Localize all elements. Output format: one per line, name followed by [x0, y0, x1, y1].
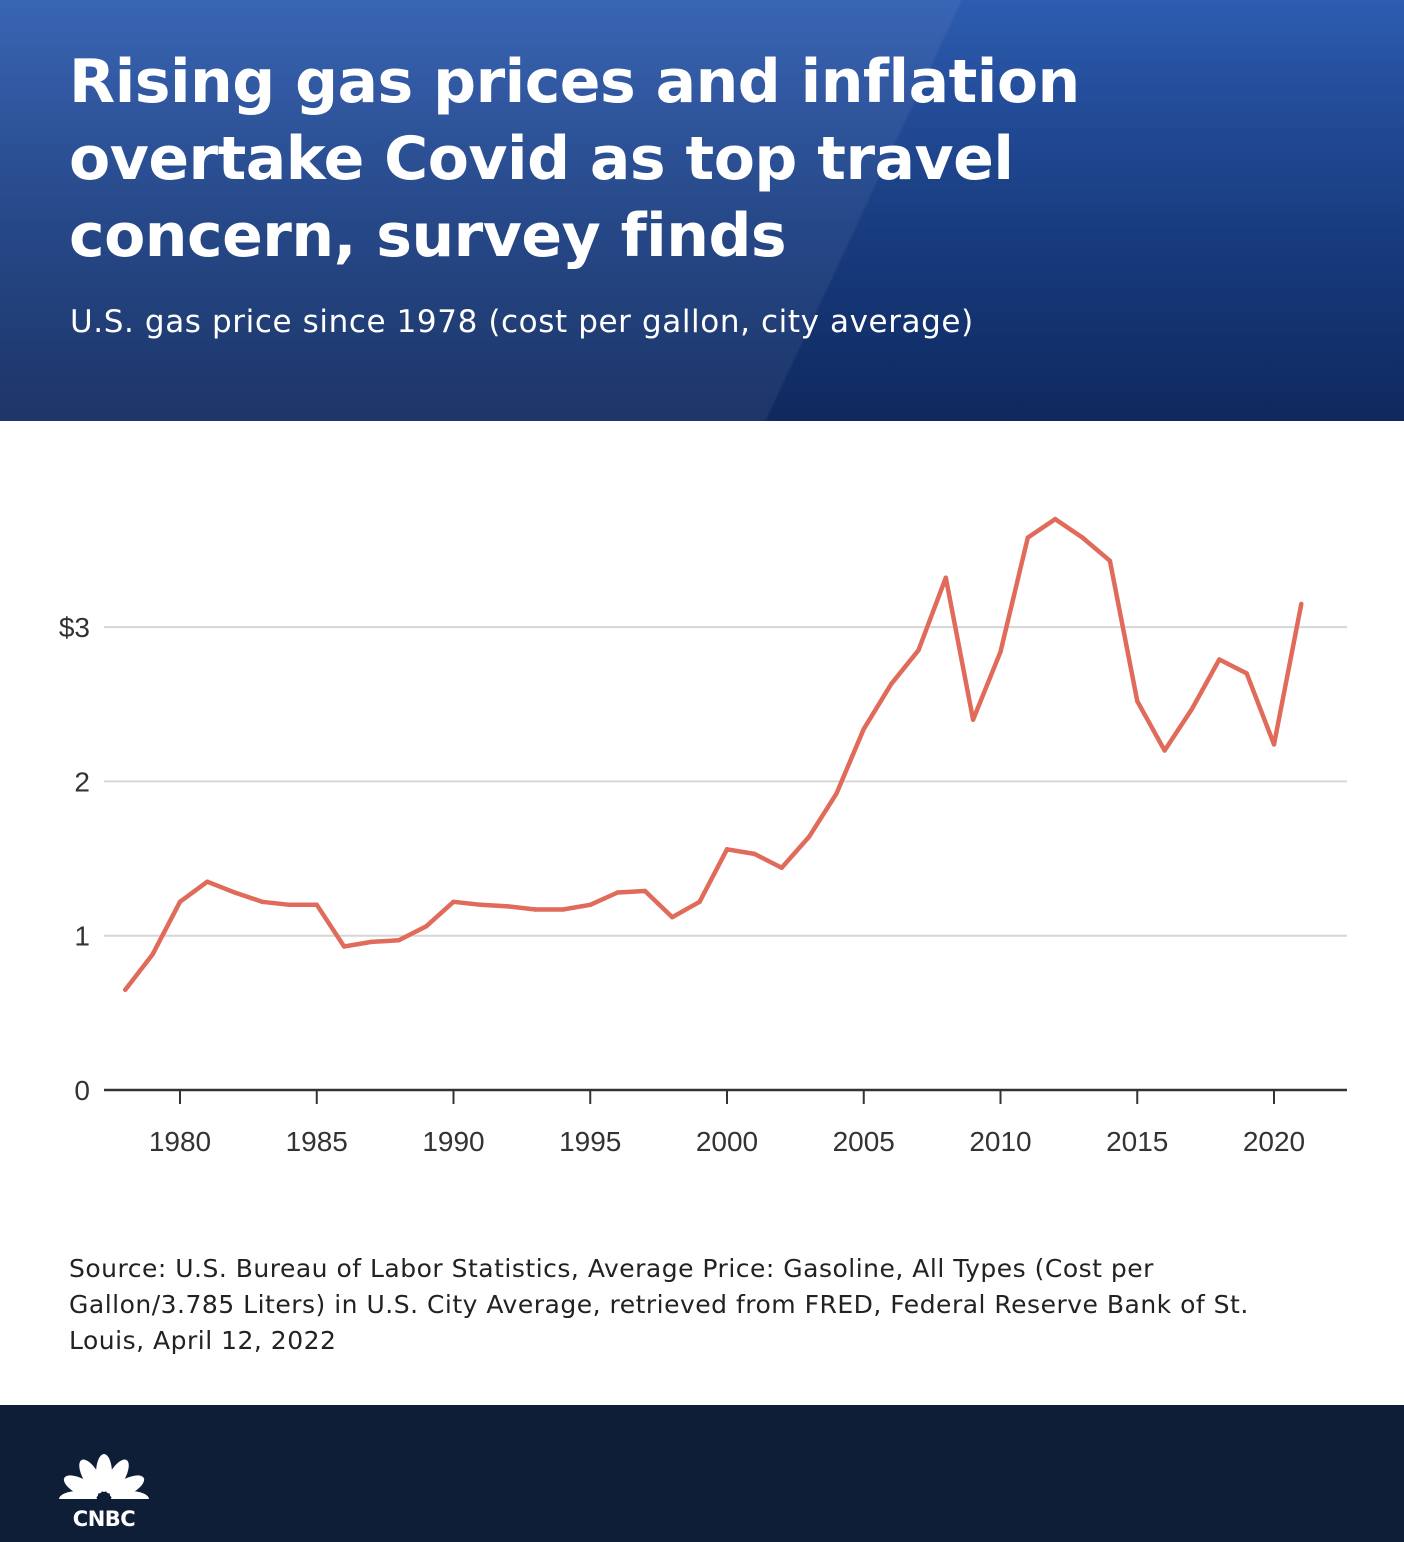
data-point-1979: [150, 952, 155, 957]
x-tick-label: 2020: [1243, 1126, 1305, 1157]
data-point-2011: [1025, 535, 1031, 540]
y-tick-label: $3: [59, 612, 90, 643]
data-point-2020: [1271, 742, 1277, 747]
data-point-1989: [423, 924, 429, 929]
cnbc-logo: CNBC: [54, 1453, 154, 1535]
data-point-2002: [779, 865, 784, 870]
source-note: Source: U.S. Bureau of Labor Statistics,…: [69, 1254, 1249, 1355]
line-chart: 0 1 2 $3 1980 1985 1990 1995 2000 2005 2010 2015 202…: [59, 516, 1347, 1157]
data-point-2014: [1107, 558, 1113, 563]
data-point-1996: [615, 890, 620, 895]
data-point-1981: [205, 879, 210, 884]
data-point-2007: [916, 648, 921, 653]
data-point-1994: [560, 907, 566, 912]
tick-labels: 0 1 2 $3 1980 1985 1990 1995 2000 2005 2010 2015 202…: [59, 612, 1305, 1157]
data-point-1990: [451, 899, 456, 904]
data-point-2021: [1299, 601, 1304, 607]
data-point-1986: [341, 944, 347, 949]
data-point-1992: [506, 904, 511, 909]
x-tick-label: 2010: [969, 1126, 1031, 1157]
footer-bar: CNBC: [0, 1405, 1404, 1542]
series-layer: [123, 516, 1304, 992]
data-point-2008: [943, 575, 948, 580]
data-point-1997: [642, 888, 648, 894]
data-point-1998: [670, 915, 675, 920]
x-tick-label: 1990: [422, 1126, 484, 1157]
data-point-2012: [1053, 516, 1058, 522]
data-point-2000: [724, 847, 730, 852]
data-point-2013: [1080, 535, 1085, 540]
chart-subtitle: U.S. gas price since 1978 (cost per gall…: [70, 304, 974, 340]
data-point-1983: [259, 899, 265, 904]
data-point-1988: [396, 938, 401, 943]
data-point-1982: [232, 890, 237, 895]
x-axis: [104, 1088, 1347, 1104]
x-tick-label: 2015: [1106, 1126, 1168, 1157]
gridlines: [104, 626, 1347, 937]
data-point-1987: [369, 939, 374, 945]
data-point-2016: [1162, 748, 1167, 753]
x-tick-label: 1980: [149, 1126, 211, 1157]
y-tick-label: 0: [74, 1075, 90, 1106]
data-point-1985: [314, 902, 319, 907]
data-point-2017: [1189, 706, 1195, 712]
data-point-2001: [752, 851, 757, 857]
data-point-1978: [123, 987, 128, 992]
y-tick-label: 2: [74, 766, 90, 797]
x-tick-label: 1995: [559, 1126, 621, 1157]
peacock-icon: [54, 1454, 154, 1509]
header-sheen: [0, 0, 1404, 421]
data-point-2009: [970, 717, 976, 722]
data-point-2003: [806, 834, 812, 840]
data-point-2006: [888, 682, 894, 687]
data-point-1999: [697, 899, 702, 904]
data-point-1995: [588, 902, 593, 907]
data-point-1991: [478, 902, 484, 907]
data-point-1984: [287, 902, 292, 907]
series-line-gas-price: [123, 516, 1304, 992]
y-tick-label: 1: [74, 921, 90, 952]
chart-title: Rising gas prices and inflation overtake…: [69, 47, 1080, 271]
data-point-2004: [834, 791, 839, 796]
data-point-2019: [1244, 671, 1249, 676]
data-point-1980: [177, 899, 183, 904]
x-tick-label: 2005: [833, 1126, 895, 1157]
x-tick-label: 2000: [696, 1126, 758, 1157]
data-point-2018: [1217, 657, 1222, 662]
chart-area: 0 1 2 $3 1980 1985 1990 1995 2000 2005 2010 2015 202…: [0, 421, 1404, 1221]
data-point-2010: [998, 649, 1003, 654]
data-point-2005: [861, 726, 866, 732]
data-point-2015: [1135, 699, 1140, 704]
header-banner: Rising gas prices and inflation overtake…: [0, 0, 1404, 421]
x-tick-label: 1985: [286, 1126, 348, 1157]
logo-wordmark: CNBC: [72, 1507, 136, 1531]
data-point-1993: [533, 907, 538, 912]
